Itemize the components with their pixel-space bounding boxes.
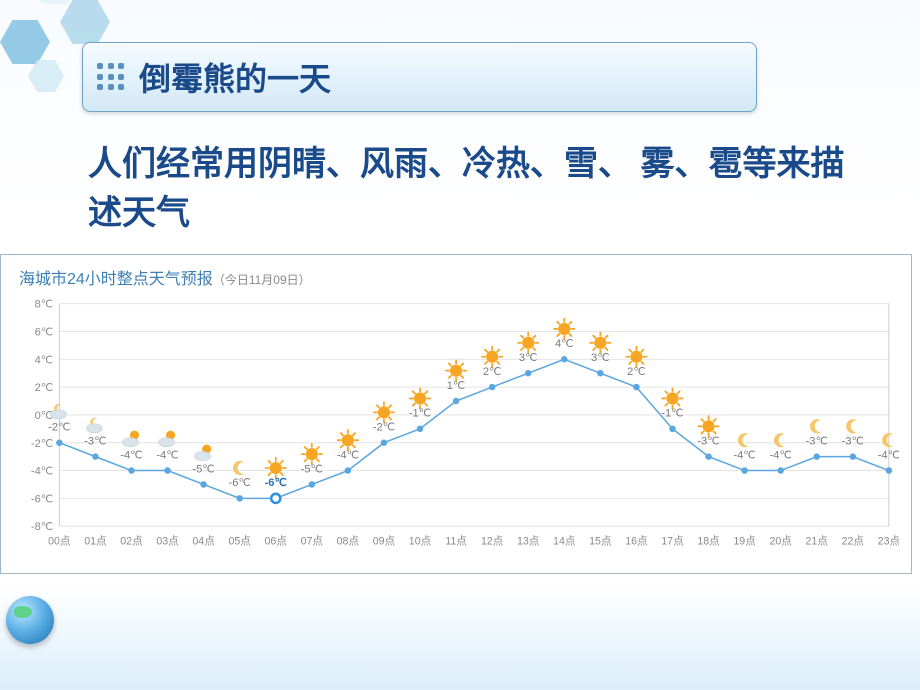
chart-title: 海城市24小时整点天气预报（今日11月09日） bbox=[1, 255, 911, 289]
chart-plot-area: 8℃6℃4℃2℃0℃-2℃-4℃-6℃-8℃-2℃-3℃-4℃-4℃-5℃-6℃… bbox=[29, 291, 899, 555]
svg-text:06点: 06点 bbox=[265, 535, 288, 547]
svg-text:-4℃: -4℃ bbox=[31, 466, 53, 478]
partly-cloudy-night-icon bbox=[86, 418, 102, 433]
sun-icon bbox=[554, 319, 574, 339]
svg-text:-6℃: -6℃ bbox=[265, 477, 287, 489]
moon-icon bbox=[882, 433, 893, 447]
svg-text:2℃: 2℃ bbox=[35, 382, 54, 394]
svg-text:11点: 11点 bbox=[445, 535, 467, 547]
svg-text:-4℃: -4℃ bbox=[733, 449, 755, 461]
partly-cloudy-day-icon bbox=[195, 444, 212, 460]
partly-cloudy-day-icon bbox=[122, 431, 139, 447]
hex-cell bbox=[60, 0, 110, 44]
svg-text:-2℃: -2℃ bbox=[48, 422, 70, 434]
svg-text:17点: 17点 bbox=[661, 535, 684, 547]
svg-text:09点: 09点 bbox=[373, 535, 396, 547]
sun-icon bbox=[590, 333, 610, 353]
svg-text:10点: 10点 bbox=[409, 535, 432, 547]
svg-text:-2℃: -2℃ bbox=[373, 422, 395, 434]
chart-title-sub: （今日11月09日） bbox=[213, 273, 311, 287]
svg-text:-1℃: -1℃ bbox=[661, 408, 683, 420]
moon-icon bbox=[233, 461, 244, 475]
svg-text:01点: 01点 bbox=[84, 535, 107, 547]
sun-icon bbox=[374, 402, 394, 422]
svg-text:18点: 18点 bbox=[697, 535, 720, 547]
hex-cell bbox=[0, 20, 50, 64]
svg-text:3℃: 3℃ bbox=[591, 352, 610, 364]
svg-text:-6℃: -6℃ bbox=[31, 493, 53, 505]
weather-line-chart: 8℃6℃4℃2℃0℃-2℃-4℃-6℃-8℃-2℃-3℃-4℃-4℃-5℃-6℃… bbox=[29, 291, 899, 555]
svg-text:-2℃: -2℃ bbox=[31, 438, 53, 450]
svg-text:22点: 22点 bbox=[842, 535, 865, 547]
partly-cloudy-night-icon bbox=[50, 404, 66, 419]
sun-icon bbox=[446, 361, 466, 381]
globe-icon bbox=[6, 596, 54, 644]
chart-title-main: 海城市24小时整点天气预报 bbox=[19, 271, 213, 288]
svg-text:8℃: 8℃ bbox=[35, 299, 54, 311]
svg-text:-3℃: -3℃ bbox=[697, 435, 719, 447]
svg-text:16点: 16点 bbox=[625, 535, 648, 547]
sun-icon bbox=[338, 430, 358, 450]
svg-text:04点: 04点 bbox=[192, 535, 215, 547]
svg-text:-4℃: -4℃ bbox=[120, 449, 142, 461]
svg-text:-4℃: -4℃ bbox=[770, 449, 792, 461]
svg-text:12点: 12点 bbox=[481, 535, 504, 547]
svg-text:-3℃: -3℃ bbox=[84, 435, 106, 447]
svg-text:-5℃: -5℃ bbox=[301, 463, 323, 475]
dot-grid-icon bbox=[97, 63, 125, 91]
slide-title-bar: 倒霉熊的一天 bbox=[82, 42, 757, 112]
svg-text:1℃: 1℃ bbox=[447, 380, 466, 392]
sun-icon bbox=[518, 333, 538, 353]
svg-text:-8℃: -8℃ bbox=[31, 521, 53, 533]
svg-text:00点: 00点 bbox=[48, 535, 71, 547]
svg-text:6℃: 6℃ bbox=[35, 326, 54, 338]
partly-cloudy-day-icon bbox=[158, 431, 175, 447]
svg-text:-4℃: -4℃ bbox=[156, 449, 178, 461]
moon-icon bbox=[774, 433, 785, 447]
svg-text:23点: 23点 bbox=[878, 535, 899, 547]
svg-text:08点: 08点 bbox=[337, 535, 360, 547]
svg-text:19点: 19点 bbox=[733, 535, 756, 547]
sun-icon bbox=[482, 347, 502, 367]
moon-icon bbox=[810, 419, 821, 433]
svg-text:13点: 13点 bbox=[517, 535, 540, 547]
slide-title: 倒霉熊的一天 bbox=[139, 54, 331, 100]
hex-cell bbox=[28, 60, 64, 92]
moon-icon bbox=[846, 419, 857, 433]
svg-text:2℃: 2℃ bbox=[483, 366, 502, 378]
svg-text:05点: 05点 bbox=[228, 535, 251, 547]
moon-icon bbox=[738, 433, 749, 447]
svg-text:-4℃: -4℃ bbox=[337, 449, 359, 461]
svg-text:07点: 07点 bbox=[301, 535, 324, 547]
svg-text:-3℃: -3℃ bbox=[842, 435, 864, 447]
sun-icon bbox=[410, 388, 430, 408]
slide-body-text: 人们经常用阴晴、风雨、冷热、雪、 雾、雹等来描述天气 bbox=[88, 140, 878, 239]
svg-text:03点: 03点 bbox=[156, 535, 179, 547]
sun-icon bbox=[662, 388, 682, 408]
sun-icon bbox=[302, 444, 322, 464]
sun-icon bbox=[698, 416, 718, 436]
svg-text:15点: 15点 bbox=[589, 535, 612, 547]
sun-icon bbox=[266, 458, 286, 478]
svg-text:3℃: 3℃ bbox=[519, 352, 538, 364]
svg-text:4℃: 4℃ bbox=[555, 338, 574, 350]
svg-text:4℃: 4℃ bbox=[35, 354, 54, 366]
svg-text:2℃: 2℃ bbox=[627, 366, 646, 378]
svg-text:-6℃: -6℃ bbox=[229, 477, 251, 489]
svg-text:-1℃: -1℃ bbox=[409, 408, 431, 420]
svg-text:-4℃: -4℃ bbox=[878, 449, 899, 461]
weather-chart-panel: 海城市24小时整点天气预报（今日11月09日） 8℃6℃4℃2℃0℃-2℃-4℃… bbox=[0, 254, 912, 574]
sun-icon bbox=[626, 347, 646, 367]
svg-text:02点: 02点 bbox=[120, 535, 143, 547]
svg-text:20点: 20点 bbox=[769, 535, 792, 547]
svg-text:14点: 14点 bbox=[553, 535, 576, 547]
svg-text:-3℃: -3℃ bbox=[806, 435, 828, 447]
svg-text:21点: 21点 bbox=[806, 535, 829, 547]
svg-text:-5℃: -5℃ bbox=[192, 463, 214, 475]
